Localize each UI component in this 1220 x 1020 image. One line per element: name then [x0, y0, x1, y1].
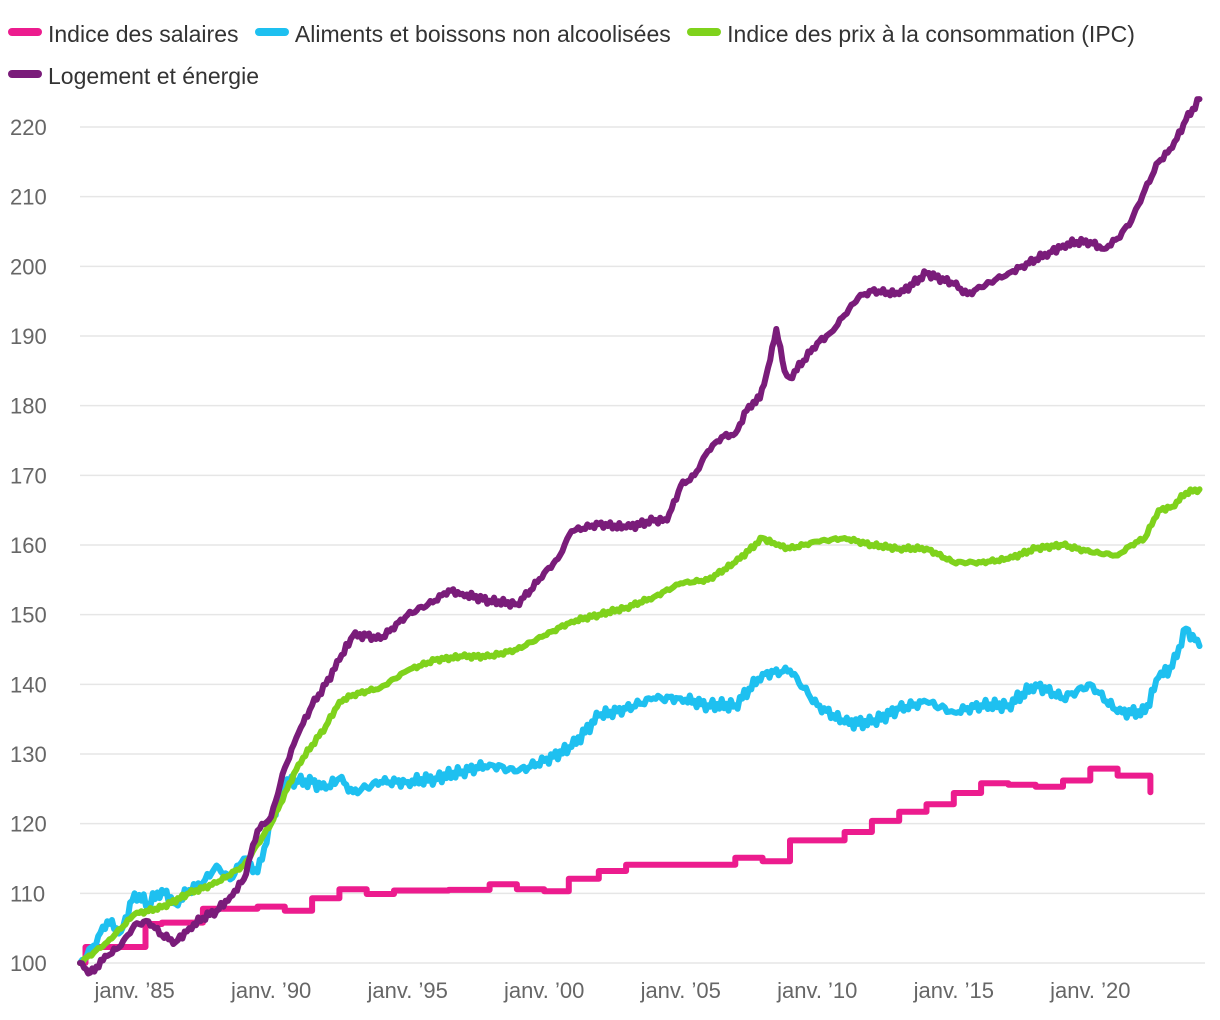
axis-labels: 100 110 120 130 140 150 160 170 180 190 200 210 220 j… — [10, 115, 1130, 1003]
legend-item-ipc: Indice des prix à la consommation (IPC) — [687, 12, 1135, 54]
legend-item-aliments: Aliments et boissons non alcoolisées — [254, 12, 671, 54]
y-tick-label: 190 — [10, 324, 47, 349]
series-line-3 — [77, 96, 1203, 977]
x-tick-label: janv. ’15 — [913, 978, 994, 1003]
legend-label-salaires: Indice des salaires — [48, 20, 239, 47]
series-line-1 — [77, 625, 1203, 966]
legend-swatch-logement — [8, 70, 42, 79]
x-tick-label: janv. ’05 — [640, 978, 721, 1003]
y-tick-label: 180 — [10, 394, 47, 419]
y-tick-label: 110 — [10, 881, 45, 906]
legend-swatch-ipc — [687, 28, 722, 37]
x-tick-label: janv. ’90 — [230, 978, 311, 1003]
y-tick-label: 100 — [10, 951, 47, 976]
legend-label-logement: Logement et énergie — [48, 62, 259, 89]
grid-lines — [80, 126, 1205, 964]
series-line-0 — [77, 765, 1154, 966]
x-tick-label: janv. ’95 — [367, 978, 448, 1003]
legend-label-aliments: Aliments et boissons non alcoolisées — [294, 20, 671, 47]
series-line-2 — [77, 486, 1203, 966]
legend-item-logement: Logement et énergie — [8, 54, 259, 96]
chart-legend: Indice des salaires Aliments et boissons… — [8, 12, 1208, 96]
y-tick-label: 160 — [10, 533, 47, 558]
x-tick-label: janv. ’85 — [93, 978, 174, 1003]
y-tick-label: 220 — [10, 115, 47, 140]
y-tick-label: 150 — [10, 603, 47, 628]
legend-item-salaires: Indice des salaires — [8, 12, 239, 54]
y-tick-label: 170 — [10, 463, 47, 488]
y-tick-label: 130 — [10, 742, 47, 767]
x-tick-label: janv. ’10 — [776, 978, 857, 1003]
legend-swatch-aliments — [254, 28, 289, 37]
legend-label-ipc: Indice des prix à la consommation (IPC) — [727, 20, 1135, 47]
series-lines — [77, 96, 1203, 977]
y-tick-label: 140 — [10, 672, 47, 697]
y-tick-label: 210 — [10, 185, 47, 210]
y-tick-label: 200 — [10, 254, 47, 279]
x-tick-label: janv. ’20 — [1049, 978, 1130, 1003]
y-tick-label: 120 — [10, 812, 47, 837]
x-tick-label: janv. ’00 — [503, 978, 584, 1003]
legend-swatch-salaires — [8, 28, 42, 37]
